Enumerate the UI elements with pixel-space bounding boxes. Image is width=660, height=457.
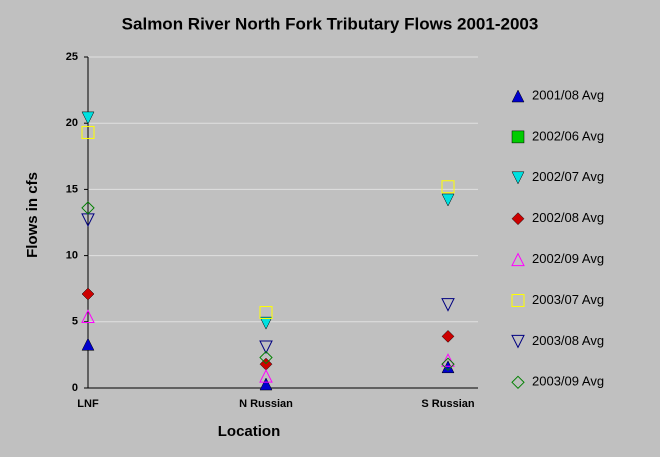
marker [81,125,95,139]
legend-label: 2002/06 Avg [532,128,604,143]
marker [441,353,455,367]
legend-marker [511,375,525,390]
marker [81,337,95,351]
marker [441,298,455,312]
y-tick-label: 10 [66,250,78,262]
legend-marker [511,294,525,307]
legend-label: 2002/07 Avg [532,169,604,184]
marker [259,377,273,391]
y-tick-label: 15 [66,183,78,195]
marker [259,350,273,365]
marker [259,368,273,383]
legend-label: 2002/09 Avg [532,251,604,266]
marker [81,201,95,215]
legend-marker [511,171,525,185]
marker [441,330,455,343]
y-tick-label: 0 [72,382,78,394]
legend-label: 2003/09 Avg [532,374,604,389]
marker [259,306,273,320]
legend-label: 2001/08 Avg [532,87,604,102]
marker [441,357,455,371]
y-tick-label: 5 [72,316,78,328]
legend-marker [511,252,525,267]
y-tick-label: 20 [66,117,78,129]
marker [81,111,95,125]
marker [81,287,95,301]
legend-marker [511,212,525,226]
marker [81,309,95,324]
marker [259,316,273,330]
legend-label: 2003/07 Avg [532,292,604,307]
x-tick-label: LNF [77,398,99,410]
legend-marker [511,130,525,144]
chart-title: Salmon River North Fork Tributary Flows … [122,14,539,33]
x-tick-label: N Russian [239,398,293,410]
marker [441,180,455,194]
x-tick-label: S Russian [421,398,474,410]
legend-marker [511,89,525,103]
legend-marker [511,334,525,349]
marker [259,340,273,355]
marker [441,193,455,207]
legend-label: 2002/08 Avg [532,210,604,225]
y-axis-label: Flows in cfs [24,172,41,258]
y-tick-label: 25 [66,51,78,63]
legend-label: 2003/08 Avg [532,333,604,348]
x-axis-label: Location [218,423,281,440]
